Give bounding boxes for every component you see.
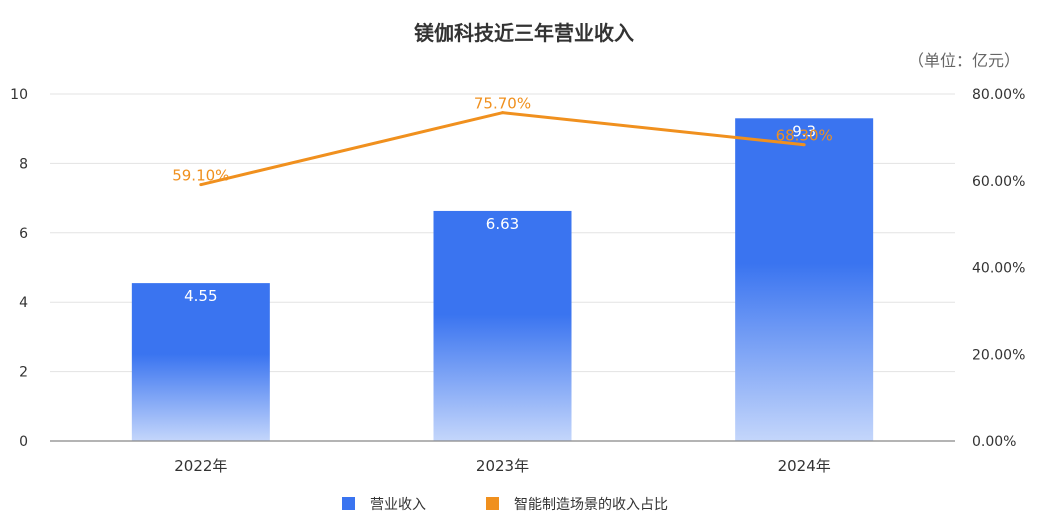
line-data-label: 59.10% bbox=[172, 167, 229, 185]
y-left-tick-label: 10 bbox=[10, 87, 28, 103]
legend-swatch-bar bbox=[342, 497, 355, 510]
bar-data-label: 6.63 bbox=[486, 215, 519, 233]
bar-data-label: 4.55 bbox=[184, 287, 217, 305]
bar bbox=[131, 283, 270, 441]
line-series: 59.10% 75.70% 68.30% bbox=[172, 95, 833, 187]
bar-series: 4.55 6.63 9.3 bbox=[131, 118, 874, 441]
bar bbox=[433, 210, 572, 441]
bar bbox=[735, 118, 874, 441]
line-data-label: 68.30% bbox=[776, 127, 833, 145]
x-tick-label: 2022年 bbox=[174, 457, 227, 475]
y-left-tick-label: 4 bbox=[19, 295, 28, 311]
legend-label: 营业收入 bbox=[370, 497, 426, 513]
y-left-tick-label: 0 bbox=[19, 434, 28, 450]
legend-label: 智能制造场景的收入占比 bbox=[514, 497, 668, 513]
axes: 0 2 4 6 8 10 0.00% 20.00% 40.00% 60.00% 80.00% 2022… bbox=[10, 87, 1025, 475]
x-tick-label: 2023年 bbox=[476, 457, 529, 475]
y-left-tick-label: 6 bbox=[19, 226, 28, 242]
legend-swatch-line bbox=[486, 497, 499, 510]
line-point bbox=[199, 183, 203, 187]
bar-data-label: 9.3 bbox=[792, 122, 816, 140]
y-right-tick-label: 40.00% bbox=[972, 261, 1025, 277]
line-point bbox=[501, 111, 504, 115]
line-path bbox=[200, 111, 805, 187]
chart-title: 镁伽科技近三年营业收入 bbox=[414, 21, 634, 45]
unit-note: （单位：亿元） bbox=[908, 51, 1020, 70]
y-right-tick-label: 20.00% bbox=[972, 347, 1025, 363]
y-right-tick-label: 80.00% bbox=[972, 87, 1025, 103]
line-data-label: 75.70% bbox=[474, 95, 531, 113]
x-tick-label: 2024年 bbox=[778, 457, 831, 475]
legend: 营业收入 智能制造场景的收入占比 bbox=[342, 497, 668, 513]
line-point bbox=[802, 143, 806, 147]
y-right-tick-label: 60.00% bbox=[972, 174, 1025, 190]
y-left-tick-label: 2 bbox=[19, 365, 28, 381]
y-right-tick-label: 0.00% bbox=[972, 434, 1016, 450]
y-left-tick-label: 8 bbox=[19, 156, 28, 172]
